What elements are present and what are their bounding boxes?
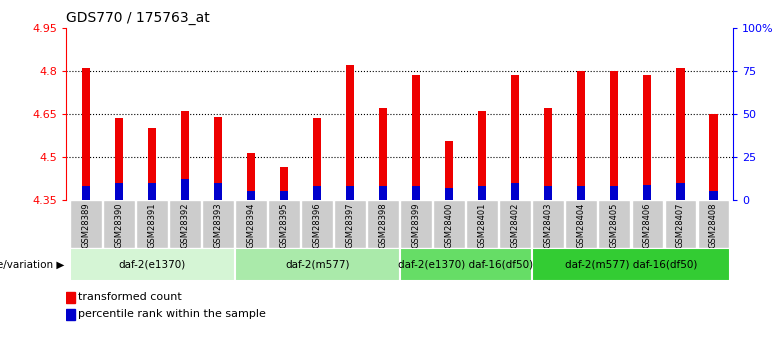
Bar bbox=[115, 118, 123, 200]
Bar bbox=[66, 292, 75, 303]
Bar bbox=[412, 75, 420, 200]
Text: transformed count: transformed count bbox=[78, 292, 182, 302]
Bar bbox=[313, 186, 321, 200]
Bar bbox=[82, 186, 90, 200]
Bar bbox=[280, 191, 289, 200]
Bar bbox=[544, 186, 552, 200]
Text: GSM28395: GSM28395 bbox=[280, 203, 289, 248]
Bar bbox=[181, 111, 190, 200]
Bar bbox=[247, 191, 255, 200]
Text: GSM28403: GSM28403 bbox=[544, 203, 553, 248]
Text: GSM28401: GSM28401 bbox=[478, 203, 487, 248]
Bar bbox=[169, 200, 201, 248]
Bar bbox=[214, 117, 222, 200]
Bar bbox=[697, 200, 729, 248]
Text: GSM28397: GSM28397 bbox=[346, 203, 355, 248]
Bar bbox=[598, 200, 630, 248]
Bar bbox=[268, 200, 300, 248]
Text: GSM28391: GSM28391 bbox=[147, 203, 157, 248]
Bar bbox=[445, 188, 453, 200]
Bar bbox=[82, 68, 90, 200]
Bar bbox=[70, 200, 102, 248]
Text: daf-2(e1370): daf-2(e1370) bbox=[119, 260, 186, 270]
Bar bbox=[412, 186, 420, 200]
Bar bbox=[247, 153, 255, 200]
Bar bbox=[466, 200, 498, 248]
Text: GSM28408: GSM28408 bbox=[709, 203, 718, 248]
Bar bbox=[148, 183, 156, 200]
Bar bbox=[346, 65, 354, 200]
Text: daf-2(e1370) daf-16(df50): daf-2(e1370) daf-16(df50) bbox=[399, 260, 534, 270]
Bar bbox=[445, 141, 453, 200]
Text: GSM28400: GSM28400 bbox=[445, 203, 454, 248]
Text: GSM28406: GSM28406 bbox=[643, 203, 652, 248]
Bar bbox=[478, 111, 487, 200]
Bar bbox=[400, 200, 432, 248]
Text: GSM28407: GSM28407 bbox=[676, 203, 685, 248]
Bar bbox=[709, 191, 718, 200]
Bar bbox=[533, 200, 564, 248]
Bar bbox=[66, 309, 75, 320]
Bar bbox=[379, 186, 388, 200]
Bar bbox=[346, 186, 354, 200]
Bar bbox=[214, 183, 222, 200]
Text: GSM28393: GSM28393 bbox=[214, 203, 222, 248]
Bar bbox=[478, 186, 487, 200]
Text: GSM28389: GSM28389 bbox=[82, 203, 90, 248]
Text: GSM28390: GSM28390 bbox=[115, 203, 123, 248]
Text: GSM28398: GSM28398 bbox=[379, 203, 388, 248]
Bar bbox=[115, 183, 123, 200]
Text: GSM28405: GSM28405 bbox=[610, 203, 619, 248]
Bar bbox=[566, 200, 597, 248]
Text: percentile rank within the sample: percentile rank within the sample bbox=[78, 309, 266, 319]
Bar bbox=[610, 186, 619, 200]
Bar bbox=[235, 248, 399, 281]
Bar bbox=[544, 108, 552, 200]
Bar bbox=[577, 71, 586, 200]
Text: daf-2(m577): daf-2(m577) bbox=[285, 260, 349, 270]
Bar bbox=[532, 248, 730, 281]
Bar bbox=[434, 200, 465, 248]
Bar bbox=[399, 248, 532, 281]
Bar bbox=[148, 128, 156, 200]
Text: GSM28396: GSM28396 bbox=[313, 203, 321, 248]
Bar bbox=[644, 185, 651, 200]
Bar bbox=[301, 200, 333, 248]
Bar bbox=[313, 118, 321, 200]
Bar bbox=[103, 200, 135, 248]
Bar bbox=[577, 186, 586, 200]
Bar bbox=[136, 200, 168, 248]
Text: GSM28402: GSM28402 bbox=[511, 203, 519, 248]
Bar bbox=[69, 248, 235, 281]
Text: GDS770 / 175763_at: GDS770 / 175763_at bbox=[66, 11, 210, 25]
Bar bbox=[202, 200, 234, 248]
Bar bbox=[511, 183, 519, 200]
Bar bbox=[280, 167, 289, 200]
Bar bbox=[632, 200, 663, 248]
Bar bbox=[665, 200, 697, 248]
Bar bbox=[610, 71, 619, 200]
Bar bbox=[709, 115, 718, 200]
Text: GSM28399: GSM28399 bbox=[412, 203, 420, 248]
Text: genotype/variation ▶: genotype/variation ▶ bbox=[0, 260, 64, 270]
Bar bbox=[367, 200, 399, 248]
Bar bbox=[335, 200, 366, 248]
Text: daf-2(m577) daf-16(df50): daf-2(m577) daf-16(df50) bbox=[565, 260, 697, 270]
Text: GSM28392: GSM28392 bbox=[181, 203, 190, 248]
Bar bbox=[676, 183, 685, 200]
Bar bbox=[644, 75, 651, 200]
Bar bbox=[181, 179, 190, 200]
Bar bbox=[511, 75, 519, 200]
Text: GSM28394: GSM28394 bbox=[246, 203, 256, 248]
Text: GSM28404: GSM28404 bbox=[577, 203, 586, 248]
Bar bbox=[499, 200, 531, 248]
Bar bbox=[379, 108, 388, 200]
Bar bbox=[236, 200, 267, 248]
Bar bbox=[676, 68, 685, 200]
